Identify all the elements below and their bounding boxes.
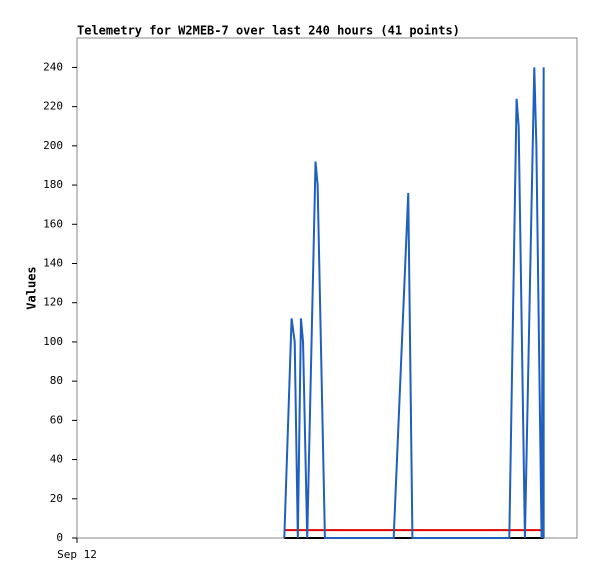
y-tick-label: 160	[43, 217, 63, 230]
plot-frame	[76, 37, 578, 539]
y-tick-label: 80	[50, 374, 63, 387]
y-tick-label: 140	[43, 256, 63, 269]
y-tick-label: 240	[43, 60, 63, 73]
y-tick-label: 20	[50, 492, 63, 505]
y-tick-label: 0	[56, 531, 63, 544]
y-tick-label: 180	[43, 178, 63, 191]
y-tick-label: 60	[50, 413, 63, 426]
y-tick-label: 220	[43, 100, 63, 113]
y-axis-label: Values	[25, 266, 39, 309]
y-tick-label: 200	[43, 139, 63, 152]
chart-title: Telemetry for W2MEB-7 over last 240 hour…	[77, 24, 460, 38]
x-tick-label: Sep 12	[57, 548, 97, 561]
y-tick-label: 120	[43, 296, 63, 309]
y-tick-label: 40	[50, 453, 63, 466]
series-line	[283, 67, 545, 539]
y-tick-label: 100	[43, 335, 63, 348]
